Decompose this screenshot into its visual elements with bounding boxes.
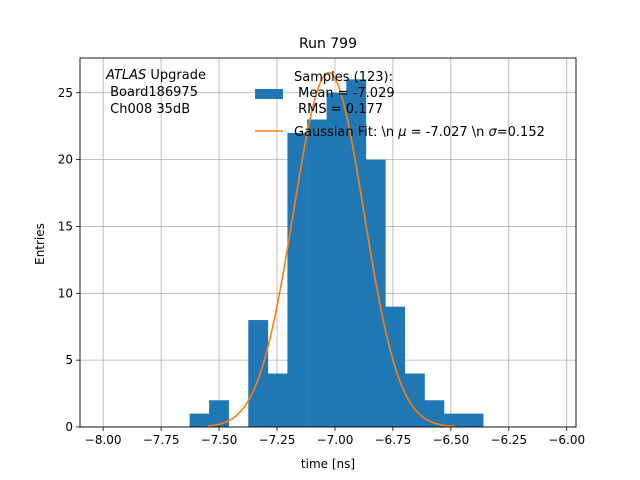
y-axis-label: Entries xyxy=(33,223,47,265)
legend-samples-rms: RMS = 0.177 xyxy=(294,102,383,117)
legend-fit-label-b: = -7.027 \n xyxy=(407,125,489,140)
x-tick-label: −7.50 xyxy=(201,433,238,447)
x-tick-label: −6.00 xyxy=(548,433,585,447)
legend-samples-swatch xyxy=(255,89,283,99)
annotation-upgrade: Upgrade xyxy=(146,68,206,83)
y-tick-label: 0 xyxy=(65,420,73,434)
x-axis-label: time [ns] xyxy=(301,457,355,471)
axes: −8.00 −7.75 −7.50 −7.25 −7.00 −6.75 −6.50 −6.25… xyxy=(58,57,585,447)
legend-fit-label-c: =0.152 xyxy=(497,125,545,140)
legend-fit-label-a: Gaussian Fit: \n xyxy=(294,125,398,140)
annotation-channel: Ch008 35dB xyxy=(106,102,190,117)
histogram-bar xyxy=(463,413,484,427)
atlas-annotation: ATLAS Upgrade Board186975 Ch008 35dB xyxy=(105,68,206,117)
histogram-bar xyxy=(326,92,347,428)
histogram-bar xyxy=(444,413,464,427)
histogram-bar xyxy=(189,413,210,427)
legend-samples-header: Samples (123): xyxy=(294,70,393,85)
x-tick-label: −7.00 xyxy=(317,433,354,447)
histogram-bar xyxy=(248,320,269,427)
histogram-bar xyxy=(346,79,367,428)
histogram-bar xyxy=(365,159,386,427)
legend: Samples (123): Mean = -7.029 RMS = 0.177… xyxy=(255,70,545,140)
annotation-atlas: ATLAS xyxy=(105,68,146,83)
legend-fit-mu: μ xyxy=(397,125,406,140)
x-tick-label: −6.25 xyxy=(490,433,527,447)
x-tick-label: −7.75 xyxy=(143,433,180,447)
histogram-bars xyxy=(189,79,484,428)
histogram-bar xyxy=(209,400,229,427)
y-tick-label: 5 xyxy=(65,353,73,367)
legend-fit-label: Gaussian Fit: \n μ = -7.027 \n σ=0.152 xyxy=(294,125,545,140)
annotation-board: Board186975 xyxy=(106,85,198,100)
chart-title: Run 799 xyxy=(299,36,357,52)
legend-fit-sigma: σ xyxy=(489,125,498,140)
x-tick-label: −7.25 xyxy=(259,433,296,447)
gaussian-fit xyxy=(207,71,456,428)
plot-frame xyxy=(79,57,577,428)
y-tick-label: 25 xyxy=(58,86,73,100)
x-tick-label: −8.00 xyxy=(85,433,122,447)
histogram-bar xyxy=(267,373,288,427)
y-tick-label: 15 xyxy=(58,219,73,233)
y-tick-label: 20 xyxy=(58,153,73,167)
legend-samples-mean: Mean = -7.029 xyxy=(294,86,395,101)
y-tick-label: 10 xyxy=(58,286,73,300)
gaussian-fit-curve xyxy=(207,71,456,428)
annotation-line-1: ATLAS Upgrade xyxy=(105,68,206,83)
x-tick-label: −6.50 xyxy=(432,433,469,447)
histogram-bar xyxy=(307,119,328,427)
x-tick-label: −6.75 xyxy=(375,433,412,447)
histogram-bar xyxy=(287,132,308,427)
